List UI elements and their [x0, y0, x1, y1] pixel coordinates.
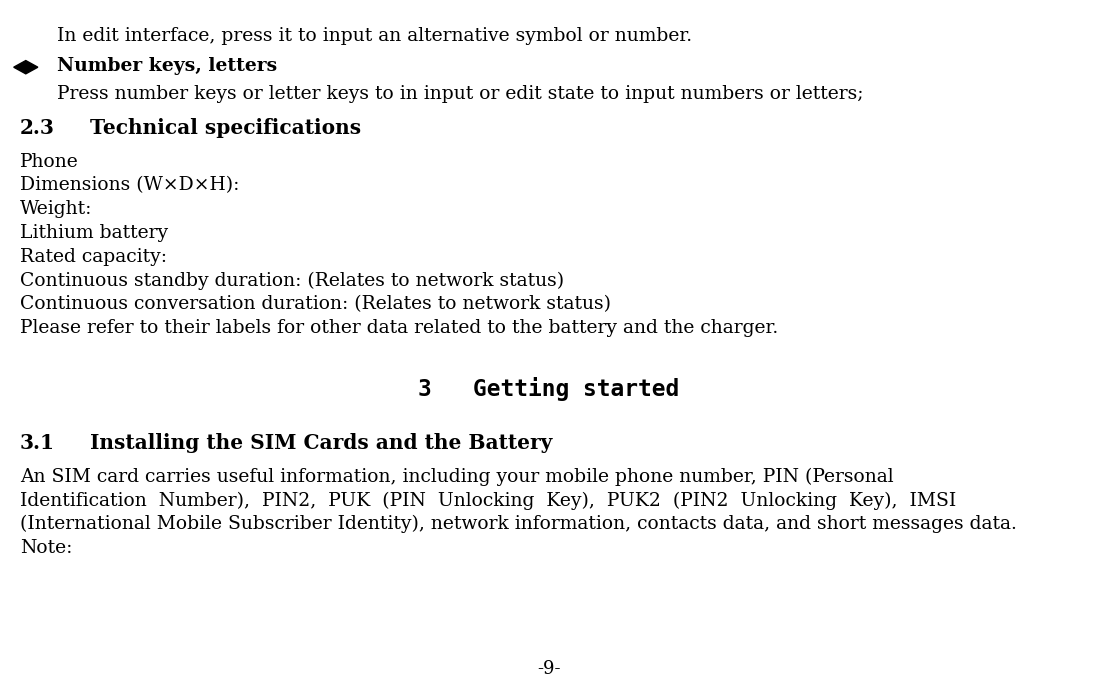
Text: Lithium battery: Lithium battery	[20, 224, 168, 242]
Text: 3.1: 3.1	[20, 433, 55, 453]
Text: Rated capacity:: Rated capacity:	[20, 248, 167, 266]
Text: Continuous standby duration: (Relates to network status): Continuous standby duration: (Relates to…	[20, 272, 564, 290]
Text: Press number keys or letter keys to in input or edit state to input numbers or l: Press number keys or letter keys to in i…	[57, 85, 863, 104]
Text: Identification  Number),  PIN2,  PUK  (PIN  Unlocking  Key),  PUK2  (PIN2  Unloc: Identification Number), PIN2, PUK (PIN U…	[20, 491, 955, 510]
Text: Dimensions (W×D×H):: Dimensions (W×D×H):	[20, 176, 239, 195]
Text: -9-: -9-	[536, 659, 561, 678]
Text: Installing the SIM Cards and the Battery: Installing the SIM Cards and the Battery	[90, 433, 552, 453]
Text: An SIM card carries useful information, including your mobile phone number, PIN : An SIM card carries useful information, …	[20, 468, 893, 486]
Text: 2.3: 2.3	[20, 118, 55, 138]
Text: Technical specifications: Technical specifications	[90, 118, 361, 138]
Polygon shape	[13, 61, 37, 74]
Text: Phone: Phone	[20, 153, 79, 171]
Text: Continuous conversation duration: (Relates to network status): Continuous conversation duration: (Relat…	[20, 295, 611, 314]
Text: Number keys, letters: Number keys, letters	[57, 57, 278, 76]
Text: In edit interface, press it to input an alternative symbol or number.: In edit interface, press it to input an …	[57, 27, 692, 45]
Text: Note:: Note:	[20, 539, 72, 557]
Text: Please refer to their labels for other data related to the battery and the charg: Please refer to their labels for other d…	[20, 319, 778, 337]
Text: (International Mobile Subscriber Identity), network information, contacts data, : (International Mobile Subscriber Identit…	[20, 515, 1017, 533]
Text: Weight:: Weight:	[20, 200, 92, 218]
Text: 3   Getting started: 3 Getting started	[418, 377, 679, 400]
